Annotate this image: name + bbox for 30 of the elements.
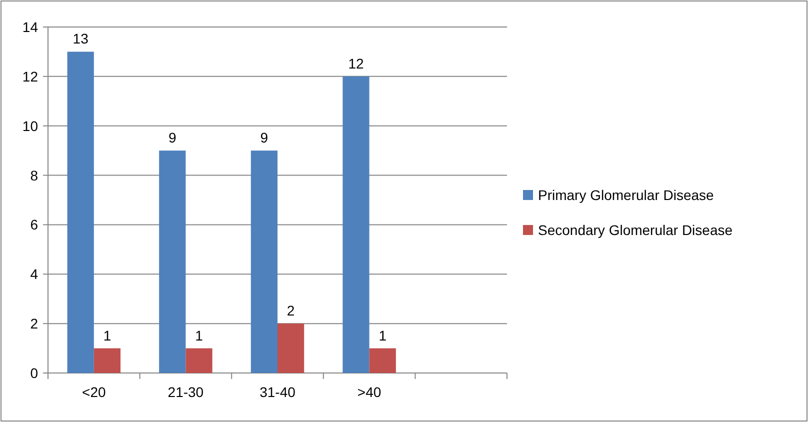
x-tick-label: 31-40 [260, 384, 296, 400]
legend-label: Primary Glomerular Disease [538, 187, 714, 203]
data-label: 13 [72, 30, 89, 47]
x-tick-label: <20 [82, 384, 106, 400]
bar [67, 52, 94, 373]
y-tick-label: 14 [22, 19, 38, 35]
y-tick-label: 0 [30, 365, 38, 381]
legend-label: Secondary Glomerular Disease [538, 222, 733, 238]
y-tick-label: 10 [22, 118, 38, 134]
data-label: 9 [168, 130, 176, 146]
x-tick-label: 21-30 [168, 384, 204, 400]
data-label: 9 [260, 130, 268, 146]
bar [186, 348, 212, 373]
y-tick-label: 12 [22, 68, 38, 84]
data-label: 1 [378, 327, 387, 344]
y-tick-label: 4 [30, 266, 38, 282]
data-label: 1 [195, 327, 204, 344]
y-tick-label: 6 [30, 216, 38, 233]
y-tick-label: 8 [30, 167, 38, 184]
bar [94, 348, 121, 373]
y-tick-label: 2 [30, 316, 38, 332]
bar [250, 150, 278, 373]
bar [342, 76, 370, 373]
bar [369, 348, 396, 373]
data-label: 12 [348, 55, 364, 72]
data-label: 2 [286, 302, 295, 319]
x-tick-label: >40 [357, 384, 382, 400]
bar [278, 324, 304, 373]
data-label: 1 [103, 327, 112, 344]
bar [159, 150, 186, 373]
